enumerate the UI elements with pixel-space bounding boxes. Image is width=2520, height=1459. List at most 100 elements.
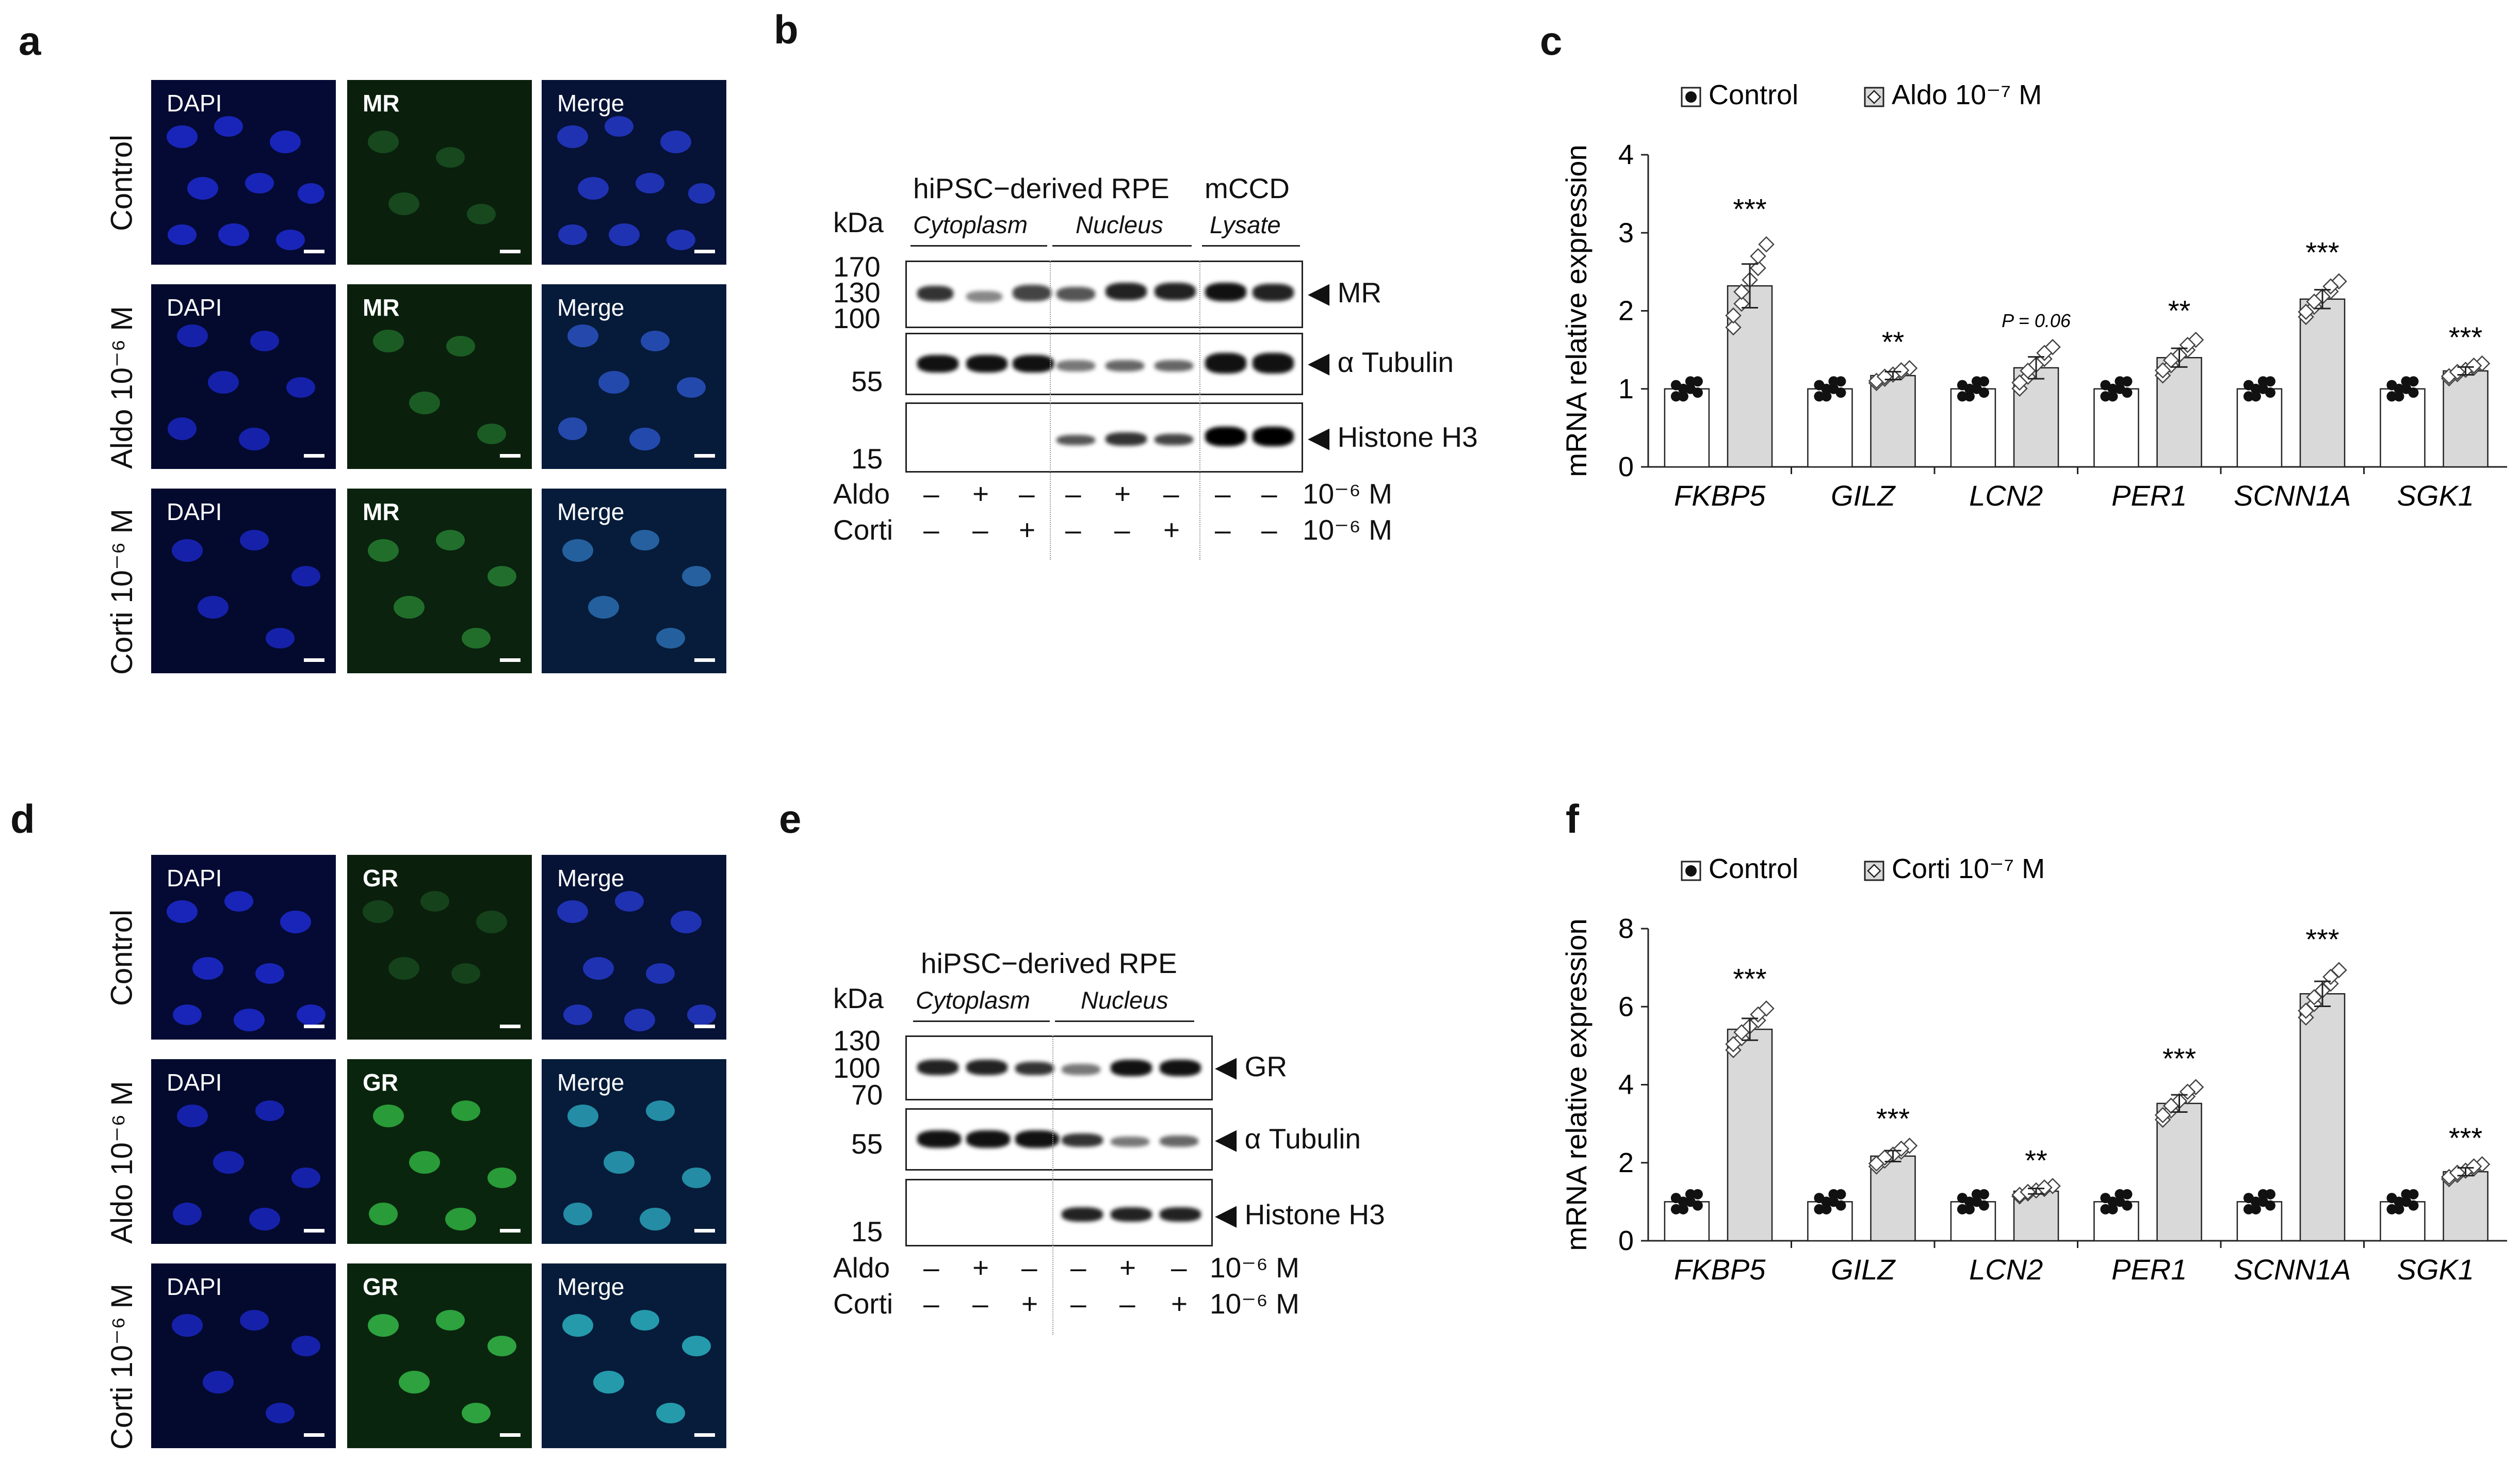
channel-label: Merge xyxy=(557,1273,625,1300)
fraction-underline xyxy=(911,245,1047,247)
data-point-control xyxy=(2401,376,2412,387)
data-point-control xyxy=(1692,376,1703,387)
treatment-sign: – xyxy=(972,514,988,546)
treatment-sign: – xyxy=(1261,514,1277,546)
merge-image: Merge xyxy=(542,80,726,265)
data-point-control xyxy=(1678,391,1688,402)
data-point-treated xyxy=(1725,1036,1742,1052)
nuclei-pattern xyxy=(562,530,711,649)
nuclei-pattern xyxy=(373,330,506,444)
significance-label: *** xyxy=(2163,1042,2196,1075)
treatment-sign: – xyxy=(1119,1288,1135,1320)
y-tick-label: 6 xyxy=(1618,991,1634,1022)
mw-marker: 70 xyxy=(851,1079,883,1111)
dapi-image: DAPI xyxy=(151,1263,336,1448)
data-point-control xyxy=(1814,380,1825,391)
row-label-aldo: Aldo 10⁻⁶ M xyxy=(105,1081,139,1244)
mr-image: MR xyxy=(347,284,532,469)
channel-label: MR xyxy=(363,90,400,117)
data-point-control xyxy=(2243,391,2254,402)
scale-bar xyxy=(500,250,521,253)
mw-marker: 15 xyxy=(851,443,883,475)
x-tick-label: LCN2 xyxy=(1969,479,2043,512)
legend-marker-control xyxy=(1685,91,1697,103)
band xyxy=(1160,1060,1201,1076)
gr-image: GR xyxy=(347,1263,532,1448)
data-point-treated xyxy=(2322,968,2339,985)
data-point-control xyxy=(2107,1204,2118,1214)
band-label-histone: ◀ Histone H3 xyxy=(1308,423,1478,451)
group-label: hiPSC−derived RPE xyxy=(921,947,1177,979)
scale-bar xyxy=(500,1433,521,1437)
band-label: MR xyxy=(1337,277,1382,309)
arrow-icon: ◀ xyxy=(1215,1123,1245,1155)
channel-label: MR xyxy=(363,498,400,525)
scale-bar xyxy=(500,658,521,662)
scale-bar xyxy=(304,1433,324,1437)
band-label-mr: ◀ MR xyxy=(1308,279,1381,307)
channel-label: DAPI xyxy=(167,90,222,117)
fraction-label: Cytoplasm xyxy=(913,211,1028,238)
treatment-sign: + xyxy=(1119,1252,1136,1284)
data-point-control xyxy=(1957,380,1968,391)
scale-bar xyxy=(500,1229,521,1233)
band xyxy=(1105,432,1147,446)
scale-bar xyxy=(304,1025,324,1028)
data-point-control xyxy=(1971,383,1982,394)
row-label-corti: Corti 10⁻⁶ M xyxy=(105,1284,139,1450)
data-point-control xyxy=(2408,1189,2419,1199)
data-point-control xyxy=(2250,391,2261,402)
legend-marker-treated xyxy=(1867,90,1881,104)
channel-label: Merge xyxy=(557,865,625,891)
treatment-label-corti: Corti xyxy=(833,514,893,546)
data-point-treated xyxy=(2036,1179,2053,1196)
nuclei-pattern xyxy=(563,1100,711,1230)
dapi-image: DAPI xyxy=(151,489,336,673)
data-point-control xyxy=(1964,1204,1975,1214)
treatment-sign: – xyxy=(923,1288,939,1320)
band xyxy=(1062,1207,1103,1222)
nuclei-pattern xyxy=(368,1310,516,1423)
band xyxy=(1253,284,1294,301)
data-point-control xyxy=(1685,1189,1696,1199)
data-point-control xyxy=(1835,376,1846,387)
nuclei-pattern xyxy=(557,891,716,1031)
fraction-underline xyxy=(913,1020,1050,1022)
data-point-treated xyxy=(2020,1184,2036,1201)
x-tick-label: SGK1 xyxy=(2397,1253,2474,1286)
data-point-control xyxy=(1670,1193,1681,1204)
band xyxy=(1253,353,1294,374)
nuclei-pattern xyxy=(167,116,324,250)
data-point-control xyxy=(1814,391,1825,402)
band xyxy=(917,355,958,372)
scale-bar xyxy=(694,1433,715,1437)
band xyxy=(1111,1137,1149,1147)
scale-bar xyxy=(304,454,324,458)
panel-letter-b: b xyxy=(774,7,799,52)
band-label-histone: ◀ Histone H3 xyxy=(1215,1201,1385,1229)
data-point-control xyxy=(2386,1204,2397,1214)
mw-marker: 55 xyxy=(851,1128,883,1160)
mr-image: MR xyxy=(347,489,532,673)
significance-label: *** xyxy=(2449,321,2482,353)
dapi-image: DAPI xyxy=(151,284,336,469)
mr-image: MR xyxy=(347,80,532,265)
panel-letter-c: c xyxy=(1540,18,1563,63)
scale-bar xyxy=(694,250,715,253)
bar-control xyxy=(1664,388,1710,468)
mw-marker: 15 xyxy=(851,1215,883,1247)
gr-image: GR xyxy=(347,1059,532,1244)
data-point-control xyxy=(2100,391,2111,402)
treatment-sign: – xyxy=(1171,1252,1187,1284)
bar-control xyxy=(1807,388,1853,468)
legend-marker-control xyxy=(1685,865,1697,877)
treatment-sign: + xyxy=(1019,514,1036,546)
mw-marker: 130 xyxy=(833,1025,881,1057)
bar-control xyxy=(2380,388,2426,468)
y-tick-label: 0 xyxy=(1618,451,1634,482)
data-point-control xyxy=(1670,1204,1681,1214)
mw-marker: 100 xyxy=(833,1052,881,1084)
kda-label: kDa xyxy=(833,982,884,1014)
data-point-control xyxy=(2257,1189,2268,1199)
band-label-tubulin: ◀ α Tubulin xyxy=(1308,348,1454,377)
